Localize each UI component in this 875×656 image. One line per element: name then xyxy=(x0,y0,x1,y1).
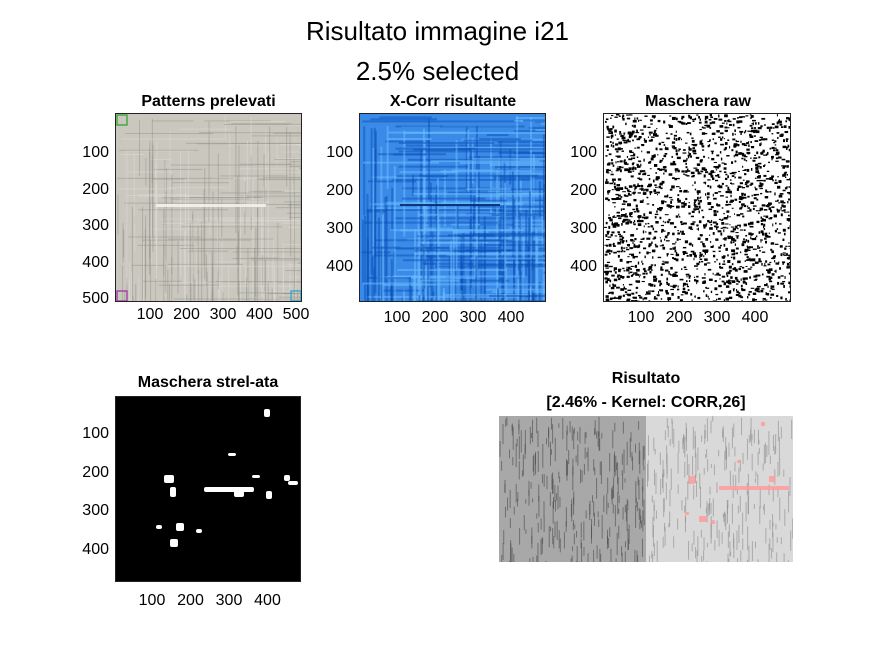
y-tick-label: 100 xyxy=(326,144,353,161)
highlight-region xyxy=(699,516,707,522)
y-tick-label: 400 xyxy=(82,540,109,558)
y-tick-label: 300 xyxy=(82,217,109,234)
x-tick-label: 100 xyxy=(136,306,164,323)
mask-blob xyxy=(164,475,174,483)
highlight-region xyxy=(769,476,775,482)
pattern-marker xyxy=(290,290,301,301)
mask-raw-image xyxy=(603,113,791,302)
x-tick-label: 100 xyxy=(627,309,655,326)
y-tick-label: 300 xyxy=(82,502,109,519)
texture-layer xyxy=(116,115,301,301)
image-background xyxy=(116,114,301,301)
x-tick-label: 400 xyxy=(497,309,525,326)
result-subtitle: [2.46% - Kernel: CORR,26] xyxy=(546,394,746,411)
x-tick-label: 300 xyxy=(209,306,237,323)
patterns-title: Patterns prelevati xyxy=(141,93,276,110)
highlight-region xyxy=(711,520,715,524)
figure-subtitle: 2.5% selected xyxy=(355,56,520,86)
y-tick-label: 100 xyxy=(570,144,597,161)
x-tick-label: 200 xyxy=(665,309,693,326)
y-tick-label: 200 xyxy=(326,182,353,199)
mask-blob xyxy=(176,523,184,531)
x-tick-label: 300 xyxy=(703,309,731,326)
mask-strel-title: Maschera strel-ata xyxy=(137,374,279,391)
x-tick-label: 300 xyxy=(459,309,487,326)
mask-raw-title: Maschera raw xyxy=(645,93,751,110)
x-tick-label: 400 xyxy=(246,306,273,323)
x-tick-label: 100 xyxy=(138,592,166,609)
highlight-region xyxy=(689,476,695,484)
mask-blob xyxy=(288,481,298,485)
highlight-region xyxy=(685,512,689,515)
y-tick-label: 400 xyxy=(82,253,109,271)
xcorr-image xyxy=(359,113,546,302)
mask-blob xyxy=(196,529,202,533)
x-tick-label: 400 xyxy=(741,309,769,326)
mask-blob xyxy=(252,475,260,478)
y-tick-label: 200 xyxy=(570,182,597,199)
noise-layer xyxy=(604,114,790,301)
y-tick-label: 200 xyxy=(82,463,109,481)
xcorr-title: X-Corr risultante xyxy=(389,93,517,110)
pattern-marker xyxy=(116,290,128,301)
mask-blob xyxy=(264,409,270,417)
x-tick-label: 400 xyxy=(254,592,281,609)
patterns-image xyxy=(115,113,302,302)
defect-line xyxy=(156,204,266,207)
y-tick-label: 400 xyxy=(570,258,597,275)
highlight-region xyxy=(761,422,765,426)
mask-blob xyxy=(156,525,162,529)
x-tick-label: 200 xyxy=(177,592,204,609)
mask-blob xyxy=(266,491,272,499)
figure-title: Risultato immagine i21 xyxy=(305,16,569,46)
mask-blob xyxy=(284,475,290,481)
result-image xyxy=(499,416,793,562)
y-tick-label: 300 xyxy=(326,220,353,237)
y-tick-label: 300 xyxy=(570,220,597,237)
mask-strel-image xyxy=(115,396,301,582)
x-tick-label: 100 xyxy=(383,309,411,326)
y-tick-label: 400 xyxy=(326,258,353,275)
y-tick-label: 100 xyxy=(82,425,109,442)
x-tick-label: 300 xyxy=(215,592,243,609)
y-tick-label: 100 xyxy=(82,144,109,161)
x-tick-label: 200 xyxy=(173,306,200,323)
mask-blob xyxy=(204,487,254,492)
texture-layer xyxy=(361,115,545,301)
highlight-region xyxy=(719,486,789,490)
mask-blob xyxy=(170,539,178,547)
y-tick-label: 200 xyxy=(82,180,109,198)
y-tick-label: 500 xyxy=(82,290,109,307)
pattern-marker xyxy=(116,114,128,126)
x-tick-label: 500 xyxy=(282,306,310,323)
texture-layer xyxy=(499,416,793,562)
highlight-region xyxy=(737,460,741,463)
mask-blob xyxy=(234,489,244,497)
mask-blob xyxy=(228,453,236,456)
x-tick-label: 200 xyxy=(421,309,449,326)
mask-blob xyxy=(170,487,176,497)
defect-line xyxy=(400,204,500,206)
result-title: Risultato xyxy=(611,370,681,387)
